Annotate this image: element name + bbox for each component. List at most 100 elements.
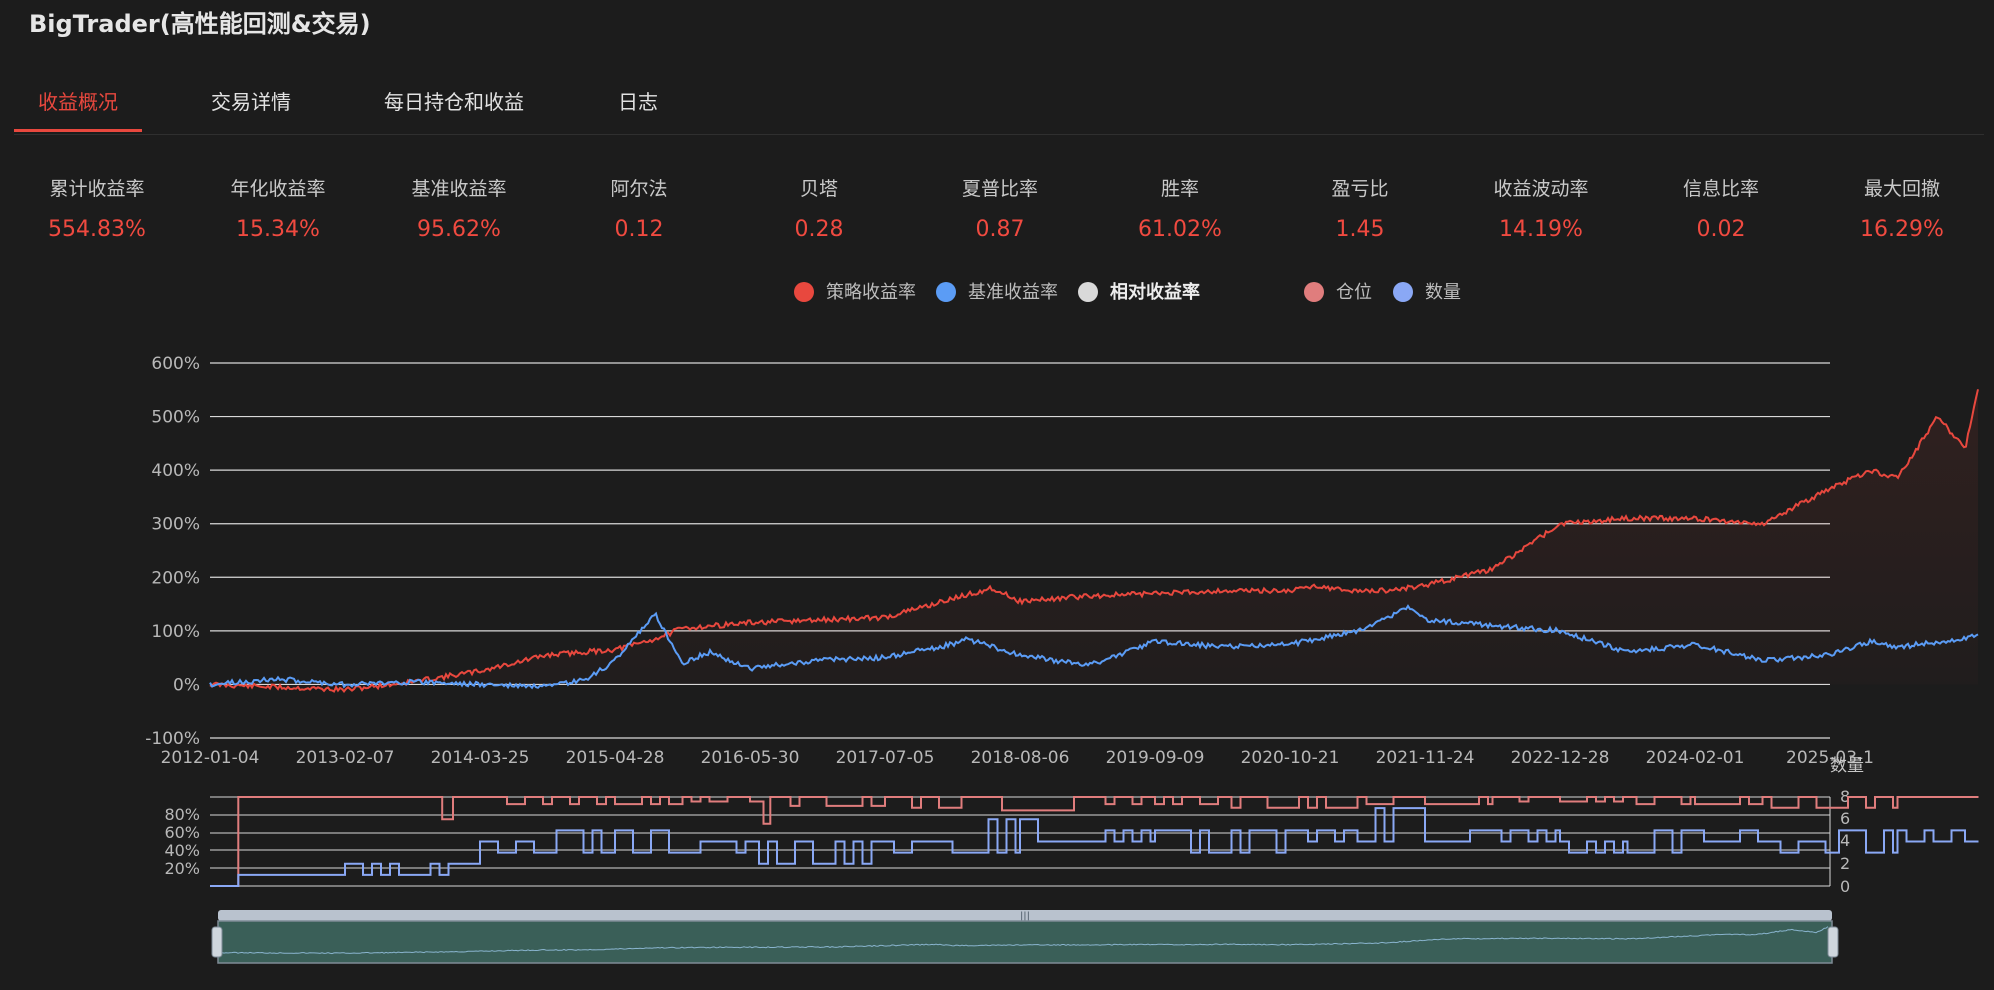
sub-left-tick-label: 80% bbox=[164, 805, 200, 824]
main-x-axis: 2012-01-04 2013-02-07 2014-03-25 2015-04-28… bbox=[161, 748, 1874, 768]
metric-label: 贝塔 bbox=[799, 178, 838, 200]
metric-label: 盈亏比 bbox=[1331, 178, 1389, 200]
tab-log[interactable]: 日志 bbox=[618, 90, 658, 114]
x-tick-label: 2025-03-1 bbox=[1786, 748, 1874, 768]
metric-benchmark-return: 基准收益率 95.62% bbox=[369, 174, 549, 242]
legend-label: 策略收益率 bbox=[826, 282, 916, 303]
tab-bar: 收益概况 交易详情 每日持仓和收益 日志 bbox=[14, 74, 1984, 135]
legend-quantity[interactable]: 数量 bbox=[1393, 278, 1461, 304]
metric-cumulative-return: 累计收益率 554.83% bbox=[7, 174, 187, 242]
metric-profit-loss-ratio: 盈亏比 1.45 bbox=[1270, 174, 1450, 242]
legend-label: 仓位 bbox=[1336, 282, 1372, 303]
metric-label: 收益波动率 bbox=[1493, 178, 1589, 200]
app-title: BigTrader(高性能回测&交易) bbox=[29, 10, 371, 38]
metric-label: 信息比率 bbox=[1682, 178, 1759, 200]
zoom-window[interactable] bbox=[217, 920, 1833, 964]
zoom-grip-icon[interactable]: ||| bbox=[1020, 911, 1030, 922]
metric-label: 最大回撤 bbox=[1863, 178, 1940, 200]
metric-information-ratio: 信息比率 0.02 bbox=[1631, 174, 1811, 242]
sub-right-tick-label: 8 bbox=[1840, 787, 1850, 806]
sub-left-tick-label: 40% bbox=[164, 841, 200, 860]
strategy-return-area bbox=[210, 389, 1978, 692]
metric-label: 基准收益率 bbox=[411, 178, 507, 200]
x-tick-label: 2022-12-28 bbox=[1511, 748, 1610, 768]
quantity-axis-label: 数量 bbox=[1830, 756, 1864, 776]
tab-trade-details[interactable]: 交易详情 bbox=[211, 90, 291, 114]
sub-right-tick-label: 2 bbox=[1840, 854, 1850, 873]
y-tick-label: 200% bbox=[151, 568, 200, 588]
tab-daily-positions[interactable]: 每日持仓和收益 bbox=[384, 90, 524, 114]
series-position-line bbox=[210, 796, 1979, 887]
y-tick-label: 300% bbox=[151, 515, 200, 535]
metric-alpha: 阿尔法 0.12 bbox=[549, 174, 729, 242]
zoom-left-handle[interactable] bbox=[211, 926, 223, 958]
legend-position[interactable]: 仓位 bbox=[1304, 278, 1372, 304]
metric-value: 0.12 bbox=[614, 217, 664, 242]
x-tick-label: 2016-05-30 bbox=[701, 748, 800, 768]
metric-value: 14.19% bbox=[1499, 217, 1583, 242]
metric-value: 0.28 bbox=[794, 217, 844, 242]
legend-strategy-return[interactable]: 策略收益率 bbox=[794, 278, 916, 304]
sub-right-tick-label: 6 bbox=[1840, 809, 1850, 828]
legend-dot-icon bbox=[1393, 282, 1413, 302]
metric-value: 0.02 bbox=[1696, 217, 1746, 242]
x-tick-label: 2021-11-24 bbox=[1376, 748, 1475, 768]
zoom-preview-line bbox=[221, 926, 1829, 955]
x-tick-label: 2018-08-06 bbox=[971, 748, 1070, 768]
x-tick-label: 2012-01-04 bbox=[161, 748, 260, 768]
y-tick-label: 500% bbox=[151, 408, 200, 428]
y-tick-label: 0% bbox=[173, 675, 200, 695]
legend-dot-icon bbox=[1078, 282, 1098, 302]
metric-volatility: 收益波动率 14.19% bbox=[1451, 174, 1631, 242]
metric-label: 累计收益率 bbox=[49, 178, 145, 200]
main-y-axis: 600% 500% 400% 300% 200% 100% 0% -100% bbox=[145, 354, 200, 749]
tab-overview[interactable]: 收益概况 bbox=[38, 90, 118, 114]
legend-label: 相对收益率 bbox=[1110, 282, 1200, 303]
y-tick-label: 100% bbox=[151, 622, 200, 642]
metric-value: 0.87 bbox=[975, 217, 1025, 242]
y-tick-label: -100% bbox=[145, 729, 200, 749]
metric-value: 554.83% bbox=[48, 217, 146, 242]
legend-dot-icon bbox=[936, 282, 956, 302]
x-tick-label: 2019-09-09 bbox=[1106, 748, 1205, 768]
x-tick-label: 2014-03-25 bbox=[431, 748, 530, 768]
metric-sharpe: 夏普比率 0.87 bbox=[910, 174, 1090, 242]
legend-dot-icon bbox=[794, 282, 814, 302]
data-zoom-slider[interactable]: ||| bbox=[211, 910, 1839, 964]
series-benchmark-return-line bbox=[209, 604, 1979, 690]
sub-left-tick-label: 60% bbox=[164, 823, 200, 842]
sub-right-tick-label: 0 bbox=[1840, 877, 1850, 896]
x-tick-label: 2013-02-07 bbox=[296, 748, 395, 768]
active-tab-indicator bbox=[14, 129, 142, 132]
y-tick-label: 600% bbox=[151, 354, 200, 374]
metric-annual-return: 年化收益率 15.34% bbox=[188, 174, 368, 242]
metric-label: 阿尔法 bbox=[610, 178, 668, 200]
x-tick-label: 2017-07-05 bbox=[836, 748, 935, 768]
x-tick-label: 2015-04-28 bbox=[566, 748, 665, 768]
metric-value: 16.29% bbox=[1860, 217, 1944, 242]
metric-beta: 贝塔 0.28 bbox=[729, 174, 909, 242]
metric-label: 胜率 bbox=[1160, 178, 1199, 200]
series-strategy-return-line bbox=[209, 389, 1979, 693]
legend-dot-icon bbox=[1304, 282, 1324, 302]
sub-left-tick-label: 20% bbox=[164, 859, 200, 878]
metric-value: 95.62% bbox=[417, 217, 501, 242]
metric-win-rate: 胜率 61.02% bbox=[1090, 174, 1270, 242]
metric-value: 61.02% bbox=[1138, 217, 1222, 242]
metric-value: 1.45 bbox=[1335, 217, 1385, 242]
metric-label: 年化收益率 bbox=[230, 178, 326, 200]
sub-right-tick-label: 4 bbox=[1840, 831, 1850, 850]
sub-right-axis: 8 6 4 2 0 bbox=[1840, 787, 1850, 896]
legend-label: 基准收益率 bbox=[968, 282, 1058, 303]
x-tick-label: 2024-02-01 bbox=[1646, 748, 1745, 768]
x-tick-label: 2020-10-21 bbox=[1241, 748, 1340, 768]
sub-left-axis: 80%60%40%20% bbox=[164, 805, 200, 878]
metric-max-drawdown: 最大回撤 16.29% bbox=[1812, 174, 1992, 242]
y-tick-label: 400% bbox=[151, 461, 200, 481]
zoom-slider-bar[interactable] bbox=[218, 910, 1832, 921]
zoom-right-handle[interactable] bbox=[1827, 926, 1839, 958]
series-quantity-line bbox=[210, 807, 1979, 887]
legend-relative-return[interactable]: 相对收益率 bbox=[1078, 278, 1200, 304]
legend-benchmark-return[interactable]: 基准收益率 bbox=[936, 278, 1058, 304]
